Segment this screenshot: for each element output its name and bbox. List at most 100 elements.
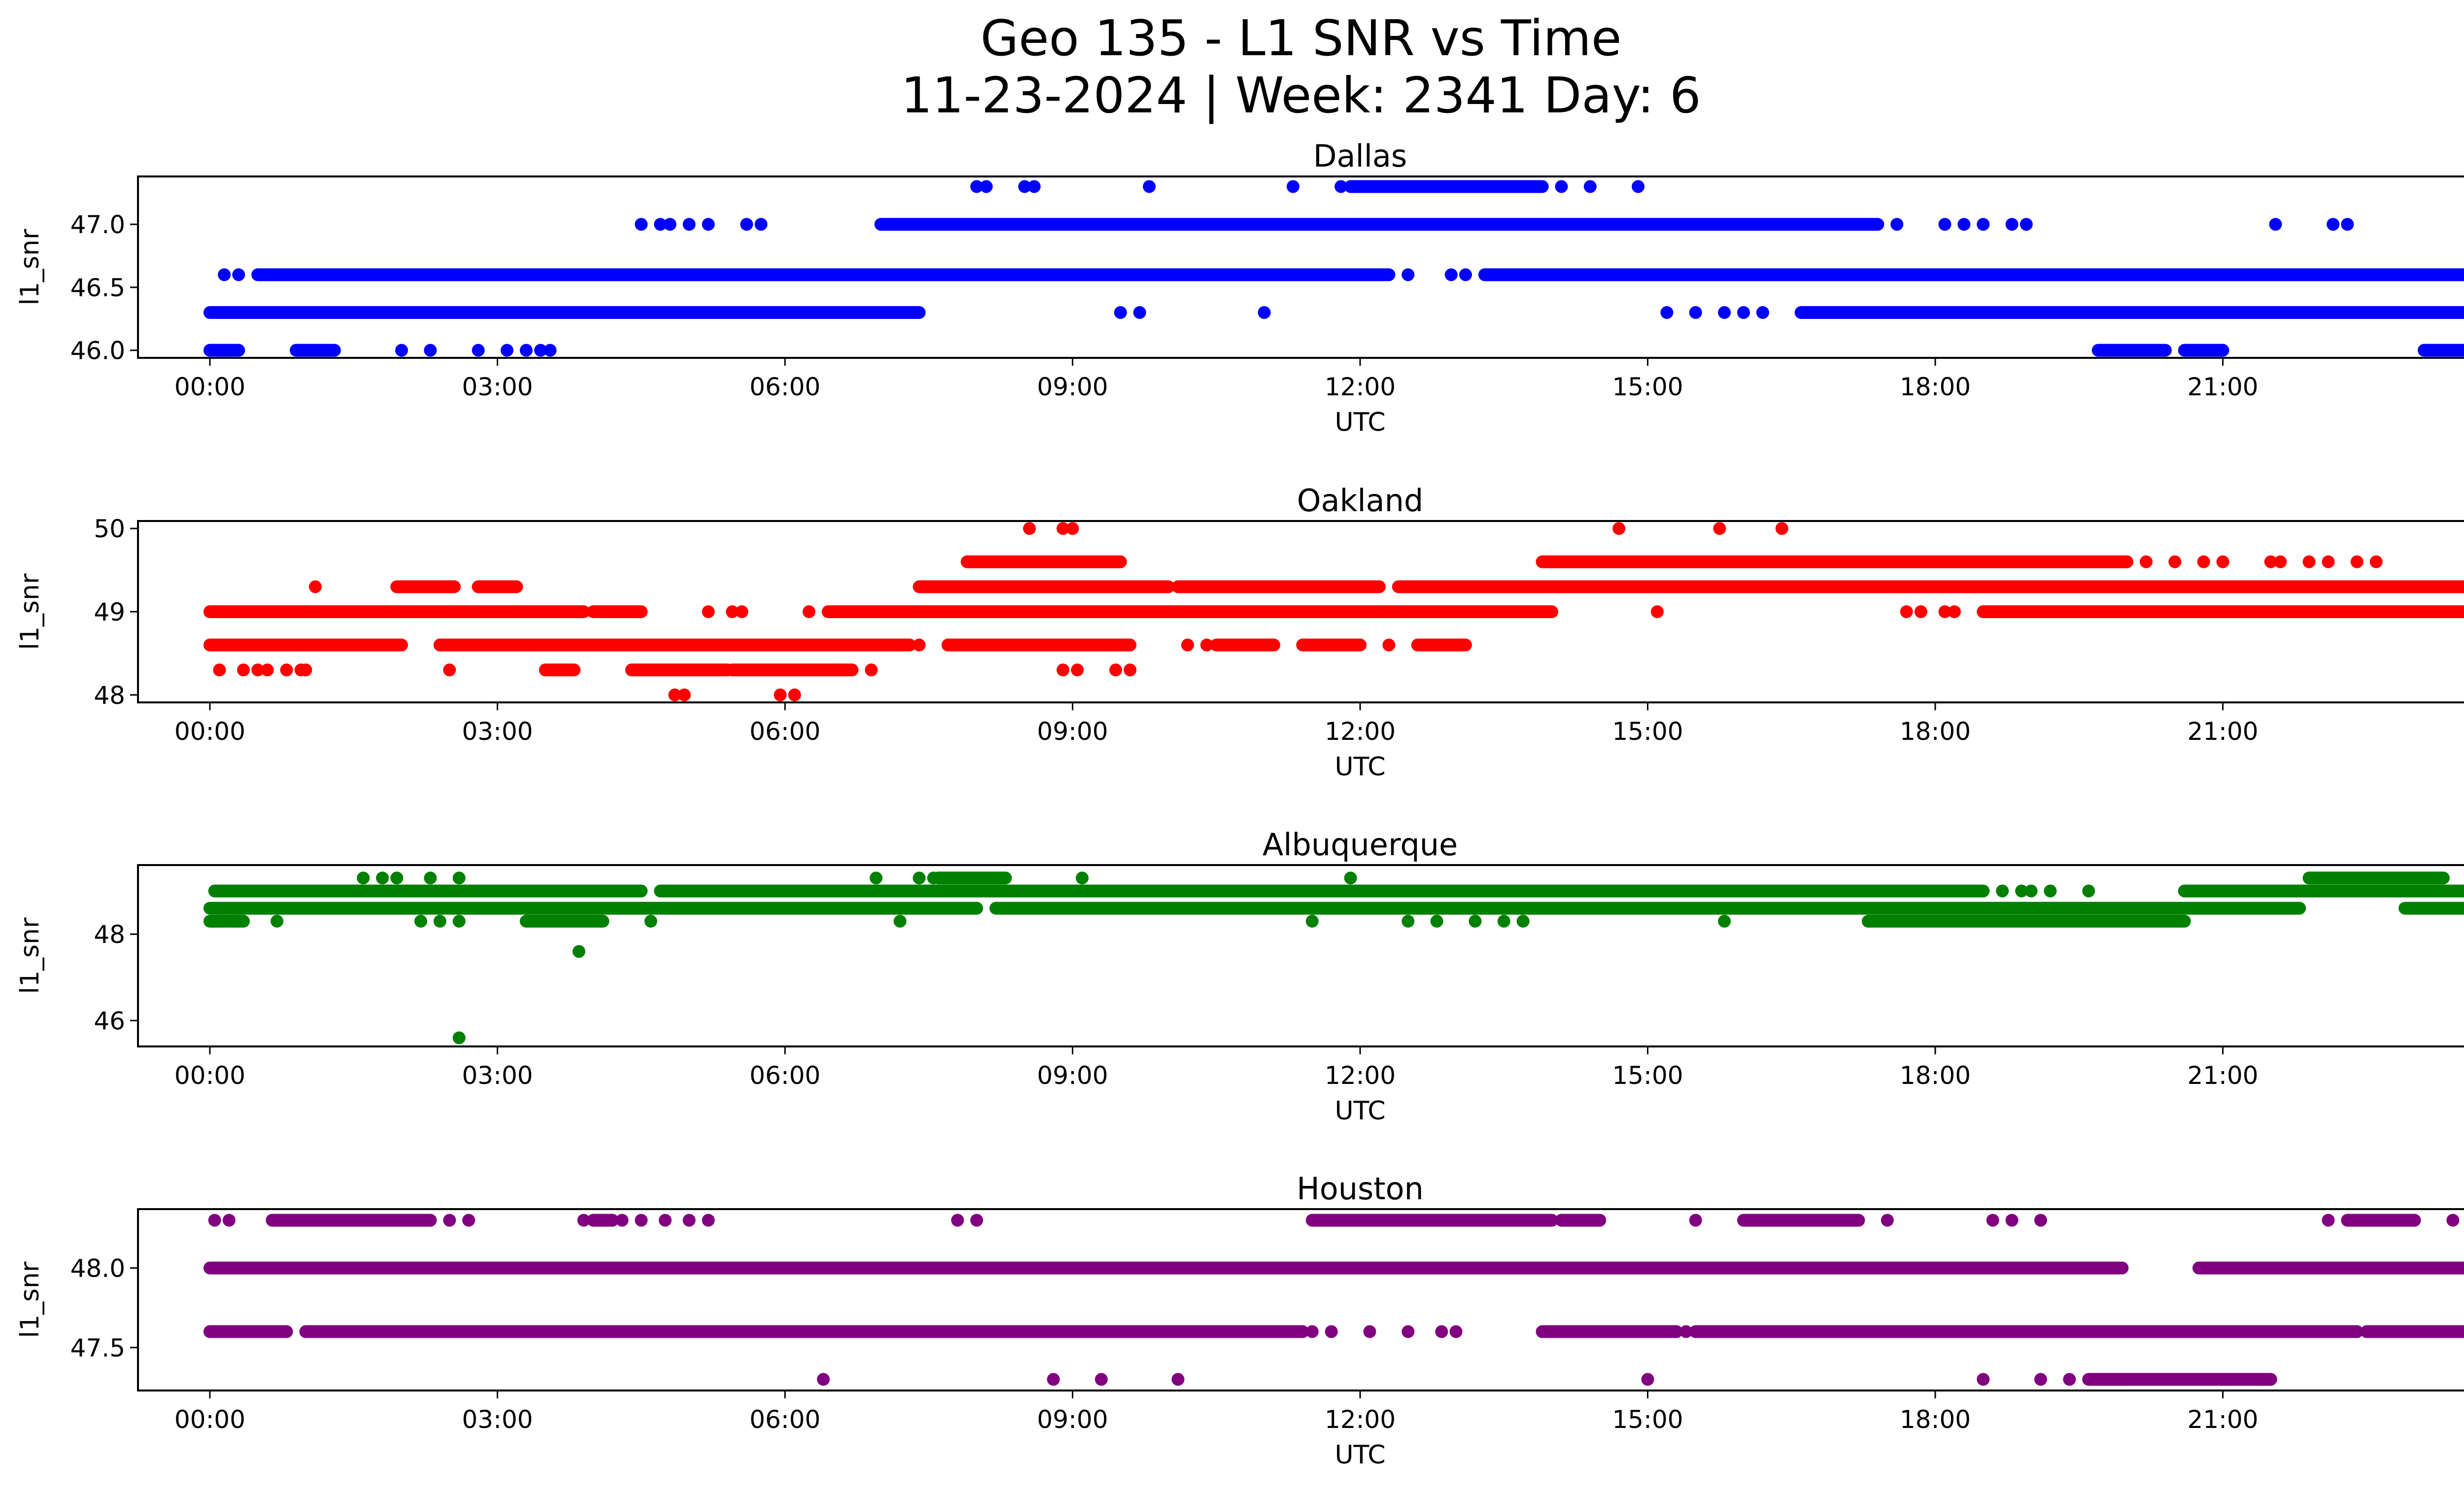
data-point xyxy=(376,871,389,885)
data-point-run xyxy=(586,1214,619,1227)
x-tick-label: 12:00 xyxy=(1325,373,1396,401)
x-tick-label: 06:00 xyxy=(750,1405,821,1434)
data-point xyxy=(951,1214,964,1227)
data-point-run xyxy=(1689,1325,2363,1338)
data-point xyxy=(1938,605,1951,618)
data-point-run xyxy=(913,580,1175,593)
x-tick-label: 15:00 xyxy=(1612,373,1683,401)
data-point xyxy=(1181,638,1194,652)
data-point xyxy=(1632,180,1645,193)
data-point-run xyxy=(989,902,2306,915)
data-point xyxy=(1756,306,1769,319)
data-point xyxy=(1018,180,1031,193)
subplot-title: Oakland xyxy=(1297,483,1424,519)
data-point xyxy=(2063,1373,2076,1386)
data-point xyxy=(1402,1325,1415,1338)
x-tick-label: 12:00 xyxy=(1325,1405,1396,1434)
y-axis-label: l1_snr xyxy=(15,229,45,306)
data-point xyxy=(1469,914,1482,928)
data-point xyxy=(1325,1325,1338,1338)
data-point xyxy=(658,1214,672,1227)
x-tick-label: 15:00 xyxy=(1612,1405,1683,1434)
data-point-run xyxy=(874,218,1884,231)
x-axis-label: UTC xyxy=(1335,1440,1385,1470)
data-point xyxy=(913,871,926,885)
data-point xyxy=(1612,522,1626,535)
data-point-run xyxy=(289,344,341,357)
data-point xyxy=(702,218,715,231)
data-point xyxy=(1382,638,1396,652)
data-point xyxy=(1660,306,1674,319)
x-tick-label: 09:00 xyxy=(1037,1061,1108,1090)
data-point xyxy=(424,871,437,885)
data-point xyxy=(1047,1373,1060,1386)
data-point xyxy=(869,871,883,885)
data-point xyxy=(683,1214,696,1227)
data-point xyxy=(1948,605,1961,618)
x-tick-label: 00:00 xyxy=(174,1061,245,1090)
data-point-run xyxy=(203,1325,293,1338)
data-point xyxy=(1027,180,1041,193)
data-point xyxy=(1305,914,1319,928)
data-point xyxy=(2369,555,2383,568)
y-tick-label: 47.0 xyxy=(70,210,125,239)
y-tick-label: 48 xyxy=(94,920,125,949)
data-point xyxy=(357,871,370,885)
data-point xyxy=(788,688,801,701)
x-tick-label: 21:00 xyxy=(2188,373,2259,401)
y-axis-label: l1_snr xyxy=(15,917,45,994)
y-axis-label: l1_snr xyxy=(15,1261,45,1338)
data-point xyxy=(683,218,696,231)
figure-title-line1: Geo 135 - L1 SNR vs Time xyxy=(981,9,1622,67)
y-axis-label: l1_snr xyxy=(15,573,45,650)
data-point xyxy=(1171,1373,1185,1386)
data-point xyxy=(1881,1214,1894,1227)
subplot-title: Albuquerque xyxy=(1263,827,1458,863)
data-point-run xyxy=(932,871,1012,885)
data-point-run xyxy=(1210,638,1280,652)
data-point xyxy=(817,1373,830,1386)
data-point xyxy=(1363,1325,1376,1338)
figure-title-line2: 11-23-2024 | Week: 2341 Day: 6 xyxy=(901,67,1701,124)
data-point xyxy=(414,914,427,928)
data-point xyxy=(1435,1325,1448,1338)
data-point xyxy=(1143,180,1156,193)
data-point-run xyxy=(2398,902,2464,915)
data-point xyxy=(1555,180,1568,193)
data-point xyxy=(218,268,231,281)
data-point-run xyxy=(1555,1214,1607,1227)
data-point xyxy=(2005,218,2019,231)
data-point-run xyxy=(251,268,1396,281)
data-point xyxy=(452,914,466,928)
data-point xyxy=(2341,218,2354,231)
data-point xyxy=(2446,1214,2460,1227)
data-point-run xyxy=(2082,1373,2277,1386)
data-point xyxy=(616,1214,629,1227)
y-tick-label: 50 xyxy=(94,515,125,543)
data-point xyxy=(237,663,250,677)
data-point xyxy=(232,268,245,281)
data-point xyxy=(2322,1214,2335,1227)
data-point xyxy=(1583,180,1597,193)
x-tick-label: 03:00 xyxy=(462,717,533,746)
data-point xyxy=(1133,306,1146,319)
data-point xyxy=(2015,884,2028,898)
data-point-run xyxy=(2192,1261,2464,1275)
data-point xyxy=(735,605,749,618)
data-point xyxy=(668,688,682,701)
data-point xyxy=(2302,555,2316,568)
x-tick-label: 06:00 xyxy=(750,717,821,746)
data-point-run xyxy=(433,638,916,652)
data-point xyxy=(1641,1373,1654,1386)
data-point-run xyxy=(1861,914,2191,928)
x-tick-label: 15:00 xyxy=(1612,1061,1683,1090)
x-tick-label: 12:00 xyxy=(1325,1061,1396,1090)
data-point-run xyxy=(654,884,1990,898)
data-point xyxy=(644,914,657,928)
data-point xyxy=(970,180,983,193)
data-point xyxy=(1977,218,1990,231)
data-point xyxy=(2082,884,2095,898)
data-point xyxy=(2269,218,2282,231)
data-point-run xyxy=(519,914,610,928)
data-point-run xyxy=(1478,268,2464,281)
